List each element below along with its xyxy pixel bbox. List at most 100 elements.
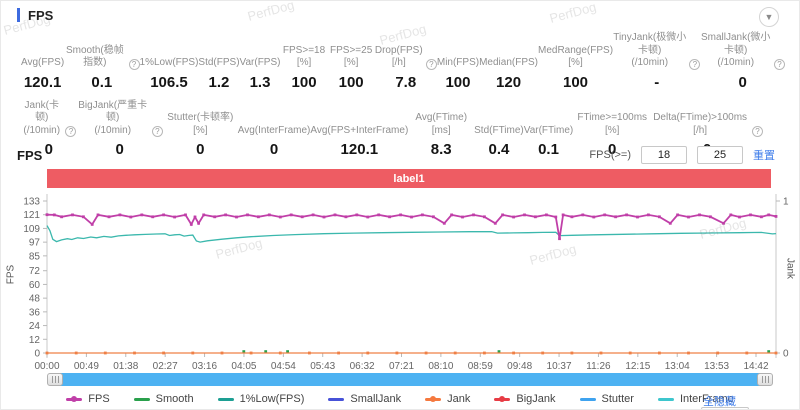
- jank-marker: [716, 351, 720, 355]
- smooth-marker: [286, 350, 289, 353]
- scrollbar-right-handle[interactable]: [757, 373, 773, 386]
- help-icon[interactable]: ?: [425, 58, 437, 70]
- r2-stat-6: Std(FTime) 0.4: [474, 100, 524, 159]
- legend-item-interframe[interactable]: InterFrame: [657, 393, 734, 405]
- stat-label: FTime>=100ms [%]: [577, 112, 648, 136]
- r2-stat-8: FTime>=100ms [%] 0: [573, 100, 651, 158]
- fps-marker: [554, 215, 558, 219]
- jank-marker: [658, 351, 661, 355]
- r1-stat-12: SmallJank(微小卡顿) (/10min)? 0: [700, 32, 785, 91]
- help-icon[interactable]: ?: [151, 126, 163, 137]
- x-tick-label: 12:15: [625, 361, 650, 372]
- jank-marker: [103, 351, 107, 355]
- stat-value: 120: [496, 73, 522, 91]
- header-accent-bar: [17, 8, 20, 22]
- fps-marker: [722, 221, 725, 225]
- y-tick-label: 36: [29, 307, 41, 318]
- y-tick-label: 72: [29, 266, 41, 277]
- legend-label: Stutter: [601, 393, 634, 405]
- x-tick-label: 13:04: [665, 361, 690, 372]
- r1-stat-6: FPS>=25 [%] 100: [328, 32, 375, 91]
- fps-marker: [493, 221, 497, 225]
- legend-marker-icon: [328, 397, 345, 401]
- reset-link[interactable]: 重置: [753, 150, 775, 162]
- legend-label: Smooth: [155, 393, 194, 405]
- fps-marker: [749, 213, 752, 217]
- x-tick-label: 04:54: [271, 361, 296, 372]
- fps-marker: [173, 215, 176, 219]
- stat-label: Smooth(稳帧指数)?: [64, 45, 140, 70]
- stat-label: TinyJank(极微小卡顿) (/10min)?: [613, 32, 701, 70]
- fps-marker: [118, 213, 122, 217]
- help-icon[interactable]: ?: [128, 58, 140, 70]
- x-tick-label: 08:59: [468, 361, 493, 372]
- stat-label: Drop(FPS) [/h]?: [375, 45, 437, 70]
- fps-marker: [224, 213, 227, 217]
- r1-stat-5: FPS>=18 [%] 100: [280, 32, 327, 91]
- fps-marker: [581, 213, 585, 217]
- stats-grid: Avg(FPS) 120.1 Smooth(稳帧指数)? 0.1 1%Low(FPS) 1…: [1, 32, 799, 158]
- help-icon[interactable]: ?: [689, 58, 701, 70]
- fps-marker: [151, 215, 155, 219]
- jank-marker: [512, 351, 515, 355]
- fps-threshold-input-1[interactable]: [641, 146, 687, 164]
- legend-item-stutter[interactable]: Stutter: [579, 393, 634, 405]
- x-tick-label: 09:48: [507, 361, 532, 372]
- r2-stat-7: Var(FTime) 0.1: [524, 100, 573, 159]
- r1-stat-4: Var(FPS) 1.3: [240, 32, 281, 91]
- next-section-input-cropped[interactable]: [701, 407, 749, 409]
- stat-label: Jank(卡顿) (/10min)?: [21, 100, 77, 137]
- y-tick-label: 133: [23, 197, 40, 208]
- x-tick-label: 10:37: [547, 361, 572, 372]
- fps-threshold-input-2[interactable]: [697, 146, 743, 164]
- stat-value: 0: [738, 73, 747, 91]
- stat-label: Avg(FTime) [ms]: [415, 112, 468, 136]
- fps-marker: [625, 213, 628, 217]
- scrollbar-left-handle[interactable]: [47, 373, 63, 386]
- help-icon[interactable]: ?: [65, 126, 77, 137]
- r2-stat-4: Avg(FPS+InterFrame) 120.1: [310, 100, 408, 159]
- fps-marker: [483, 215, 486, 219]
- help-icon[interactable]: ?: [774, 58, 785, 70]
- y-tick-label: 85: [29, 251, 41, 262]
- legend-item-fps[interactable]: FPS: [66, 393, 110, 405]
- panel-title: FPS: [28, 7, 54, 23]
- fps-marker: [687, 215, 690, 219]
- legend-item-1-low-fps-[interactable]: 1%Low(FPS): [217, 393, 304, 405]
- stat-label: 1%Low(FPS): [139, 57, 199, 68]
- stat-label: Std(FTime): [474, 124, 524, 136]
- fps-marker: [534, 215, 537, 219]
- stat-label: Var(FTime): [523, 124, 574, 136]
- stat-label: FPS>=18 [%]: [282, 44, 326, 69]
- jank-marker: [628, 351, 632, 355]
- scrollbar-track[interactable]: [55, 373, 765, 386]
- hide-all-link[interactable]: 全隐藏: [703, 396, 736, 408]
- jank-marker: [541, 351, 545, 355]
- fps-marker: [399, 213, 402, 217]
- chart-section-title: FPS: [17, 147, 43, 163]
- fps-marker: [698, 213, 701, 217]
- fps-marker: [90, 223, 94, 226]
- y-tick-label: 1: [783, 197, 789, 208]
- legend-item-smalljank[interactable]: SmallJank: [328, 393, 401, 405]
- fps-marker: [774, 215, 778, 218]
- stat-value: 0: [115, 141, 124, 158]
- collapse-button[interactable]: ▼: [759, 7, 779, 27]
- legend-item-bigjank[interactable]: BigJank: [494, 393, 556, 405]
- help-icon[interactable]: ?: [752, 126, 764, 137]
- r1-stat-11: TinyJank(极微小卡顿) (/10min)? -: [613, 32, 701, 91]
- legend-item-smooth[interactable]: Smooth: [133, 393, 194, 405]
- jank-marker: [687, 351, 690, 355]
- stat-value: -: [654, 73, 660, 91]
- legend-label: InterFrame: [679, 393, 734, 405]
- jank-marker: [366, 351, 370, 355]
- stat-value: 0: [608, 141, 617, 158]
- stat-label: Avg(InterFrame): [237, 124, 311, 136]
- fps-threshold-controls: FPS(>=) 重置: [589, 146, 775, 164]
- legend-item-jank[interactable]: Jank: [425, 393, 470, 405]
- stat-value: 0: [44, 141, 53, 158]
- r1-stat-0: Avg(FPS) 120.1: [21, 32, 64, 91]
- x-tick-label: 01:38: [113, 361, 138, 372]
- r1-stat-3: Std(FPS) 1.2: [198, 32, 239, 91]
- jank-marker: [745, 351, 749, 355]
